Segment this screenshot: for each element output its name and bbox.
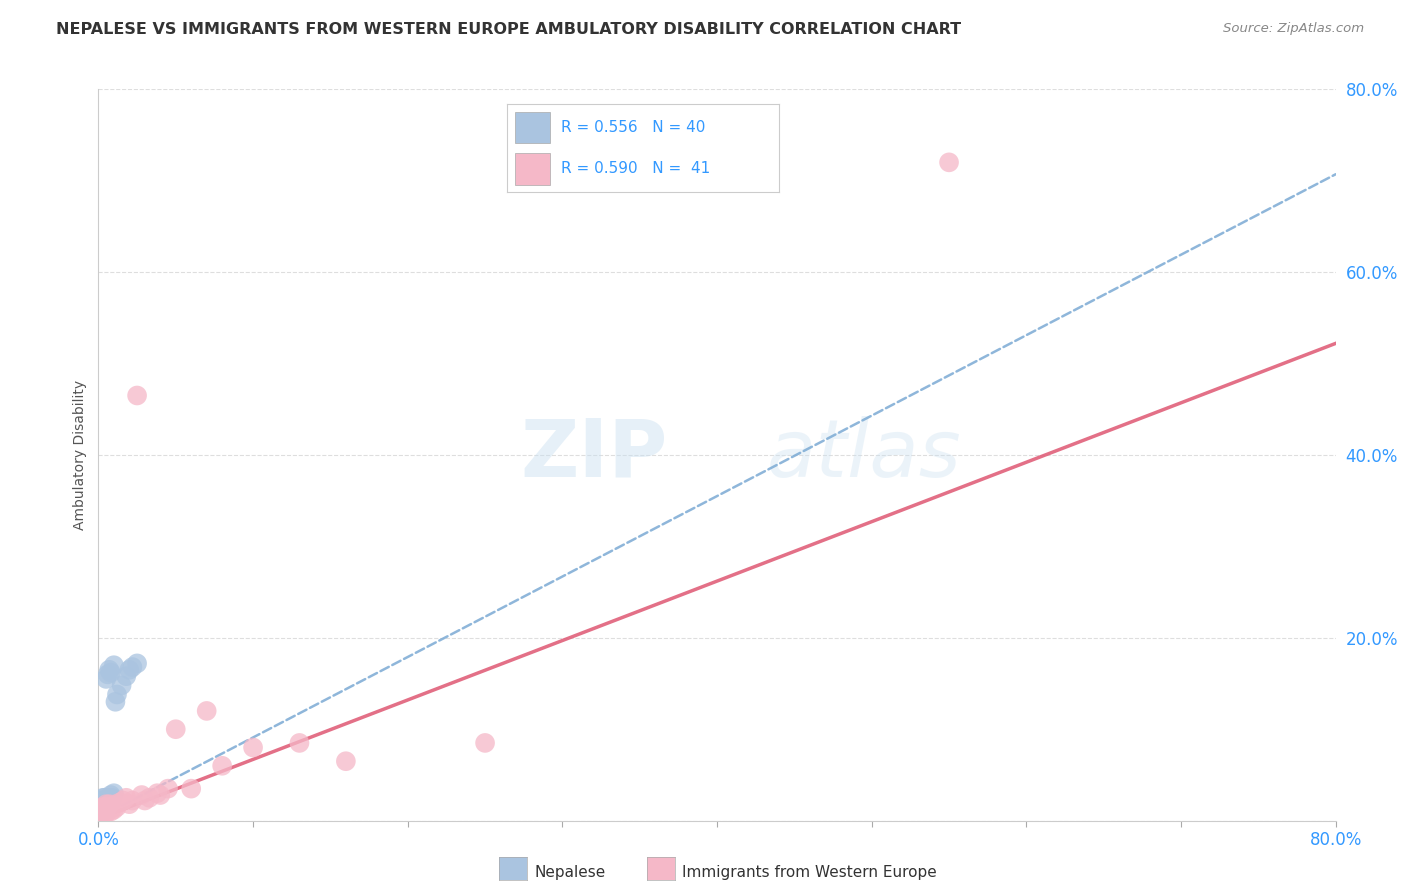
Text: Source: ZipAtlas.com: Source: ZipAtlas.com bbox=[1223, 22, 1364, 36]
Point bbox=[98, 803, 121, 817]
Point bbox=[335, 754, 357, 768]
Point bbox=[93, 790, 115, 805]
Point bbox=[474, 736, 496, 750]
Point bbox=[112, 793, 135, 807]
Point bbox=[96, 803, 118, 817]
Point bbox=[93, 800, 115, 814]
Point bbox=[96, 793, 118, 807]
Point bbox=[93, 800, 115, 814]
Point bbox=[96, 800, 118, 814]
Point bbox=[97, 796, 120, 810]
Point bbox=[121, 793, 143, 807]
Point bbox=[96, 797, 118, 812]
Point bbox=[100, 665, 122, 680]
Point bbox=[118, 663, 141, 677]
Point bbox=[165, 723, 187, 737]
Point bbox=[98, 663, 121, 677]
Point bbox=[127, 657, 149, 671]
Point bbox=[105, 688, 128, 702]
Point bbox=[146, 786, 169, 800]
Point bbox=[89, 805, 111, 819]
Point bbox=[90, 800, 112, 814]
Point bbox=[134, 793, 156, 807]
Point bbox=[104, 695, 127, 709]
Point bbox=[91, 797, 114, 812]
Point bbox=[127, 388, 149, 402]
Point bbox=[104, 797, 127, 812]
Point bbox=[93, 803, 115, 817]
Point bbox=[91, 805, 114, 819]
Point bbox=[101, 790, 124, 805]
Point bbox=[101, 800, 124, 814]
Point bbox=[195, 704, 218, 718]
Point bbox=[115, 790, 138, 805]
Point bbox=[89, 806, 111, 821]
Point bbox=[90, 803, 112, 817]
Point bbox=[242, 740, 264, 755]
Point bbox=[96, 672, 118, 686]
Point bbox=[131, 788, 153, 802]
Point bbox=[105, 800, 128, 814]
Point bbox=[91, 803, 114, 817]
Text: Nepalese: Nepalese bbox=[534, 865, 606, 880]
Point bbox=[96, 806, 118, 821]
Point bbox=[288, 736, 311, 750]
Point bbox=[108, 796, 131, 810]
Point bbox=[90, 805, 112, 819]
Point bbox=[103, 658, 125, 673]
Point bbox=[98, 797, 121, 812]
Point bbox=[89, 796, 111, 810]
Point bbox=[90, 797, 112, 812]
Point bbox=[91, 790, 114, 805]
Point bbox=[157, 781, 180, 796]
Point bbox=[100, 788, 122, 802]
Point bbox=[93, 805, 115, 819]
Point bbox=[138, 790, 160, 805]
Point bbox=[115, 669, 138, 683]
Point bbox=[91, 793, 114, 807]
Point bbox=[98, 797, 121, 812]
Point bbox=[90, 793, 112, 807]
Point bbox=[91, 806, 114, 821]
Point bbox=[93, 796, 115, 810]
Point bbox=[96, 803, 118, 817]
Point bbox=[97, 667, 120, 681]
Text: NEPALESE VS IMMIGRANTS FROM WESTERN EUROPE AMBULATORY DISABILITY CORRELATION CHA: NEPALESE VS IMMIGRANTS FROM WESTERN EURO… bbox=[56, 22, 962, 37]
Point bbox=[91, 800, 114, 814]
Point bbox=[97, 805, 120, 819]
Point bbox=[938, 155, 960, 169]
Point bbox=[103, 786, 125, 800]
Text: ZIP: ZIP bbox=[520, 416, 668, 494]
Point bbox=[118, 797, 141, 812]
Point bbox=[180, 781, 202, 796]
Point bbox=[149, 788, 172, 802]
Y-axis label: Ambulatory Disability: Ambulatory Disability bbox=[73, 380, 87, 530]
Point bbox=[103, 803, 125, 817]
Point bbox=[91, 800, 114, 814]
Point bbox=[111, 678, 132, 692]
Point bbox=[211, 758, 233, 772]
Text: Immigrants from Western Europe: Immigrants from Western Europe bbox=[682, 865, 936, 880]
Point bbox=[98, 790, 121, 805]
Point bbox=[97, 800, 120, 814]
Point bbox=[89, 800, 111, 814]
Point bbox=[100, 796, 122, 810]
Point bbox=[97, 800, 120, 814]
Point bbox=[90, 805, 112, 819]
Point bbox=[100, 805, 122, 819]
Point bbox=[121, 660, 143, 674]
Point bbox=[96, 797, 118, 812]
Text: atlas: atlas bbox=[766, 416, 962, 494]
